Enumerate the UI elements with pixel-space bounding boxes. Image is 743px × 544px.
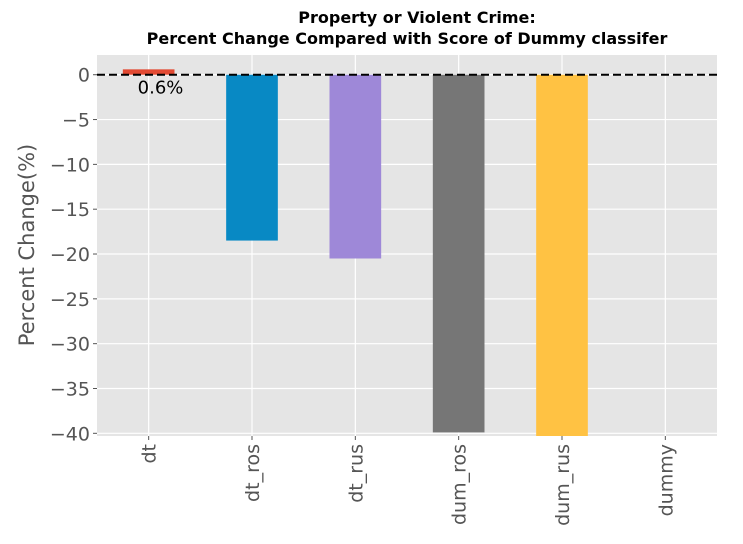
y-tick-label-0: 0 — [78, 65, 90, 87]
y-tick-label-8: −40 — [50, 423, 90, 445]
x-axis-ticks: dt dt_ros dt_rus dum_ros dum_rus dummy — [139, 436, 677, 526]
annotations: 0.6% — [138, 78, 184, 99]
plot-background — [97, 55, 717, 436]
chart-subtitle: Percent Change Compared with Score of Du… — [147, 29, 668, 48]
x-tick-label-dummy: dummy — [655, 444, 677, 516]
x-tick-label-dt_ros: dt_ros — [242, 444, 264, 502]
y-tick-label-7: −35 — [50, 378, 90, 400]
y-tick-label-6: −30 — [50, 334, 90, 356]
y-tick-label-5: −25 — [50, 289, 90, 311]
y-tick-label-3: −15 — [50, 199, 90, 221]
bar-dt — [122, 69, 175, 75]
bar-dum_ros — [432, 74, 485, 433]
y-tick-label-1: −5 — [62, 110, 90, 132]
x-tick-label-dum_ros: dum_ros — [449, 444, 471, 525]
x-tick-label-dt_rus: dt_rus — [345, 444, 367, 503]
y-axis-ticks: 0 −5 −10 −15 −20 −25 −30 −35 −40 — [50, 65, 97, 445]
x-tick-label-dum_rus: dum_rus — [552, 444, 574, 526]
chart-title: Property or Violent Crime: — [298, 8, 535, 27]
bars — [122, 69, 588, 436]
bar-dt_ros — [226, 74, 278, 241]
bar-dt_rus — [329, 74, 382, 259]
y-axis-label: Percent Change(%) — [15, 144, 39, 346]
bar-dum_rus — [536, 74, 588, 436]
x-tick-label-dt: dt — [139, 444, 161, 464]
annotation-dt: 0.6% — [138, 78, 184, 99]
y-tick-label-4: −20 — [50, 244, 90, 266]
y-tick-label-2: −10 — [50, 154, 90, 176]
